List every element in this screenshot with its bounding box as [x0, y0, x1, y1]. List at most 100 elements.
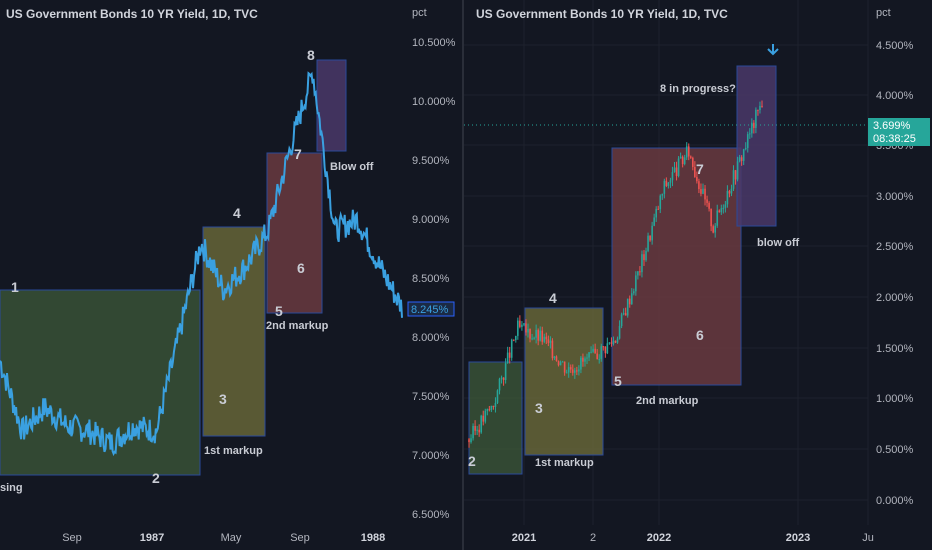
time-tick-label: Sep: [62, 532, 82, 544]
time-tick-label: 1987: [140, 532, 164, 544]
candle-body: [567, 367, 570, 373]
candle-body: [742, 149, 745, 161]
candle-body: [580, 357, 582, 370]
annotation-5: 5: [275, 303, 283, 319]
price-axis[interactable]: 4.500%4.000%3.500%3.000%2.500%2.000%1.50…: [876, 40, 914, 507]
annotation-sing: sing: [0, 482, 23, 494]
candle-body: [620, 314, 623, 327]
candle-body: [732, 170, 735, 189]
time-tick-label: 2021: [512, 532, 536, 544]
candle-body: [590, 351, 592, 353]
candle-body: [525, 323, 527, 333]
candle-body: [698, 181, 700, 190]
candle-body: [679, 156, 682, 159]
right-chart-svg[interactable]: US Government Bonds 10 YR Yield, 1D, TVC…: [464, 0, 932, 550]
candle-body: [681, 156, 684, 165]
candle-body: [655, 208, 657, 218]
arrow-down-icon: [767, 44, 779, 56]
annotation-blow-off: blow off: [757, 237, 799, 249]
candle-body: [545, 336, 548, 340]
candle-body: [649, 235, 651, 241]
price-tick-label: 10.000%: [412, 96, 456, 108]
candle-body: [612, 340, 615, 344]
time-axis[interactable]: 2021 2 2022 2023 Ju: [512, 532, 874, 544]
candle-body: [651, 225, 653, 241]
annotation-5: 5: [614, 373, 622, 389]
candle-body: [714, 225, 717, 233]
candle-body: [555, 356, 558, 362]
time-axis[interactable]: Sep 1987 May Sep 1988: [62, 532, 385, 544]
candle-body: [539, 330, 542, 341]
candle-body: [502, 377, 505, 380]
candle-body: [574, 370, 576, 373]
annotation-2: 2: [468, 453, 476, 469]
candle-body: [496, 390, 499, 403]
time-tick-label: 2023: [786, 532, 810, 544]
time-tick-label: May: [221, 532, 242, 544]
left-chart-svg[interactable]: US Government Bonds 10 YR Yield, 1D, TVC…: [0, 0, 462, 550]
zone-box-blow-off: [736, 65, 777, 227]
candle-body: [738, 157, 741, 162]
candle-body: [474, 425, 476, 431]
price-tick-label: 9.500%: [412, 155, 450, 167]
price-tick-label: 2.000%: [876, 292, 914, 304]
candle-body: [523, 323, 525, 325]
candle-body: [600, 346, 603, 359]
candle-body: [761, 105, 763, 107]
candle-body: [659, 195, 662, 210]
annotation-1: 1: [11, 279, 19, 295]
candle-body: [561, 361, 564, 363]
annotation-8-in-progress: 8 in progress?: [660, 83, 736, 95]
candle-body: [490, 405, 493, 410]
annotation-4: 4: [233, 205, 241, 221]
candle-body: [486, 409, 489, 411]
candle-body: [608, 342, 611, 344]
candle-body: [753, 122, 755, 128]
candle-body: [624, 313, 627, 316]
left-chart-panel[interactable]: US Government Bonds 10 YR Yield, 1D, TVC…: [0, 0, 462, 550]
candle-body: [751, 122, 753, 134]
candle-body: [744, 147, 747, 150]
candle-body: [527, 329, 529, 333]
last-price-tag: 8.245%: [411, 304, 449, 316]
annotation-2nd-markup: 2nd markup: [266, 320, 329, 332]
candle-body: [657, 208, 660, 210]
panel-divider[interactable]: [462, 0, 464, 550]
candle-body: [618, 326, 621, 339]
price-tick-label: 7.500%: [412, 391, 450, 403]
candle-body: [724, 204, 727, 208]
candle-body: [606, 343, 609, 354]
zone-box-1st-markup: [202, 226, 266, 437]
chart-title: US Government Bonds 10 YR Yield, 1D, TVC: [6, 7, 258, 21]
chart-title: US Government Bonds 10 YR Yield, 1D, TVC: [476, 7, 728, 21]
candle-body: [645, 250, 647, 261]
right-chart-panel[interactable]: US Government Bonds 10 YR Yield, 1D, TVC…: [464, 0, 932, 550]
candle-body: [563, 361, 566, 373]
candle-body: [582, 357, 584, 362]
candle-body: [757, 109, 759, 111]
candle-body: [531, 338, 533, 340]
time-tick-label: Sep: [290, 532, 310, 544]
zone-box-2nd-markup: [266, 152, 323, 314]
candle-body: [506, 352, 509, 364]
candles: [468, 100, 763, 448]
candle-body: [641, 254, 643, 273]
candle-body: [671, 172, 674, 181]
price-axis-unit: pct: [876, 7, 891, 19]
annotation-6: 6: [297, 260, 305, 276]
candle-body: [578, 369, 580, 372]
candle-body: [478, 429, 480, 433]
candle-body: [504, 363, 507, 380]
price-tick-label: 0.500%: [876, 444, 914, 456]
candle-body: [696, 176, 698, 182]
price-tick-label: 4.500%: [876, 40, 914, 52]
candle-body: [588, 352, 590, 358]
candle-body: [557, 361, 560, 366]
price-axis[interactable]: 10.500% 10.000% 9.500% 9.000% 8.500% 8.000% 7.…: [412, 37, 456, 521]
zone-box-blow-off: [316, 59, 347, 152]
yield-line: [0, 71, 403, 457]
candle-body: [616, 338, 619, 343]
candle-body: [734, 170, 737, 180]
candle-body: [594, 348, 596, 354]
annotation-6: 6: [696, 327, 704, 343]
